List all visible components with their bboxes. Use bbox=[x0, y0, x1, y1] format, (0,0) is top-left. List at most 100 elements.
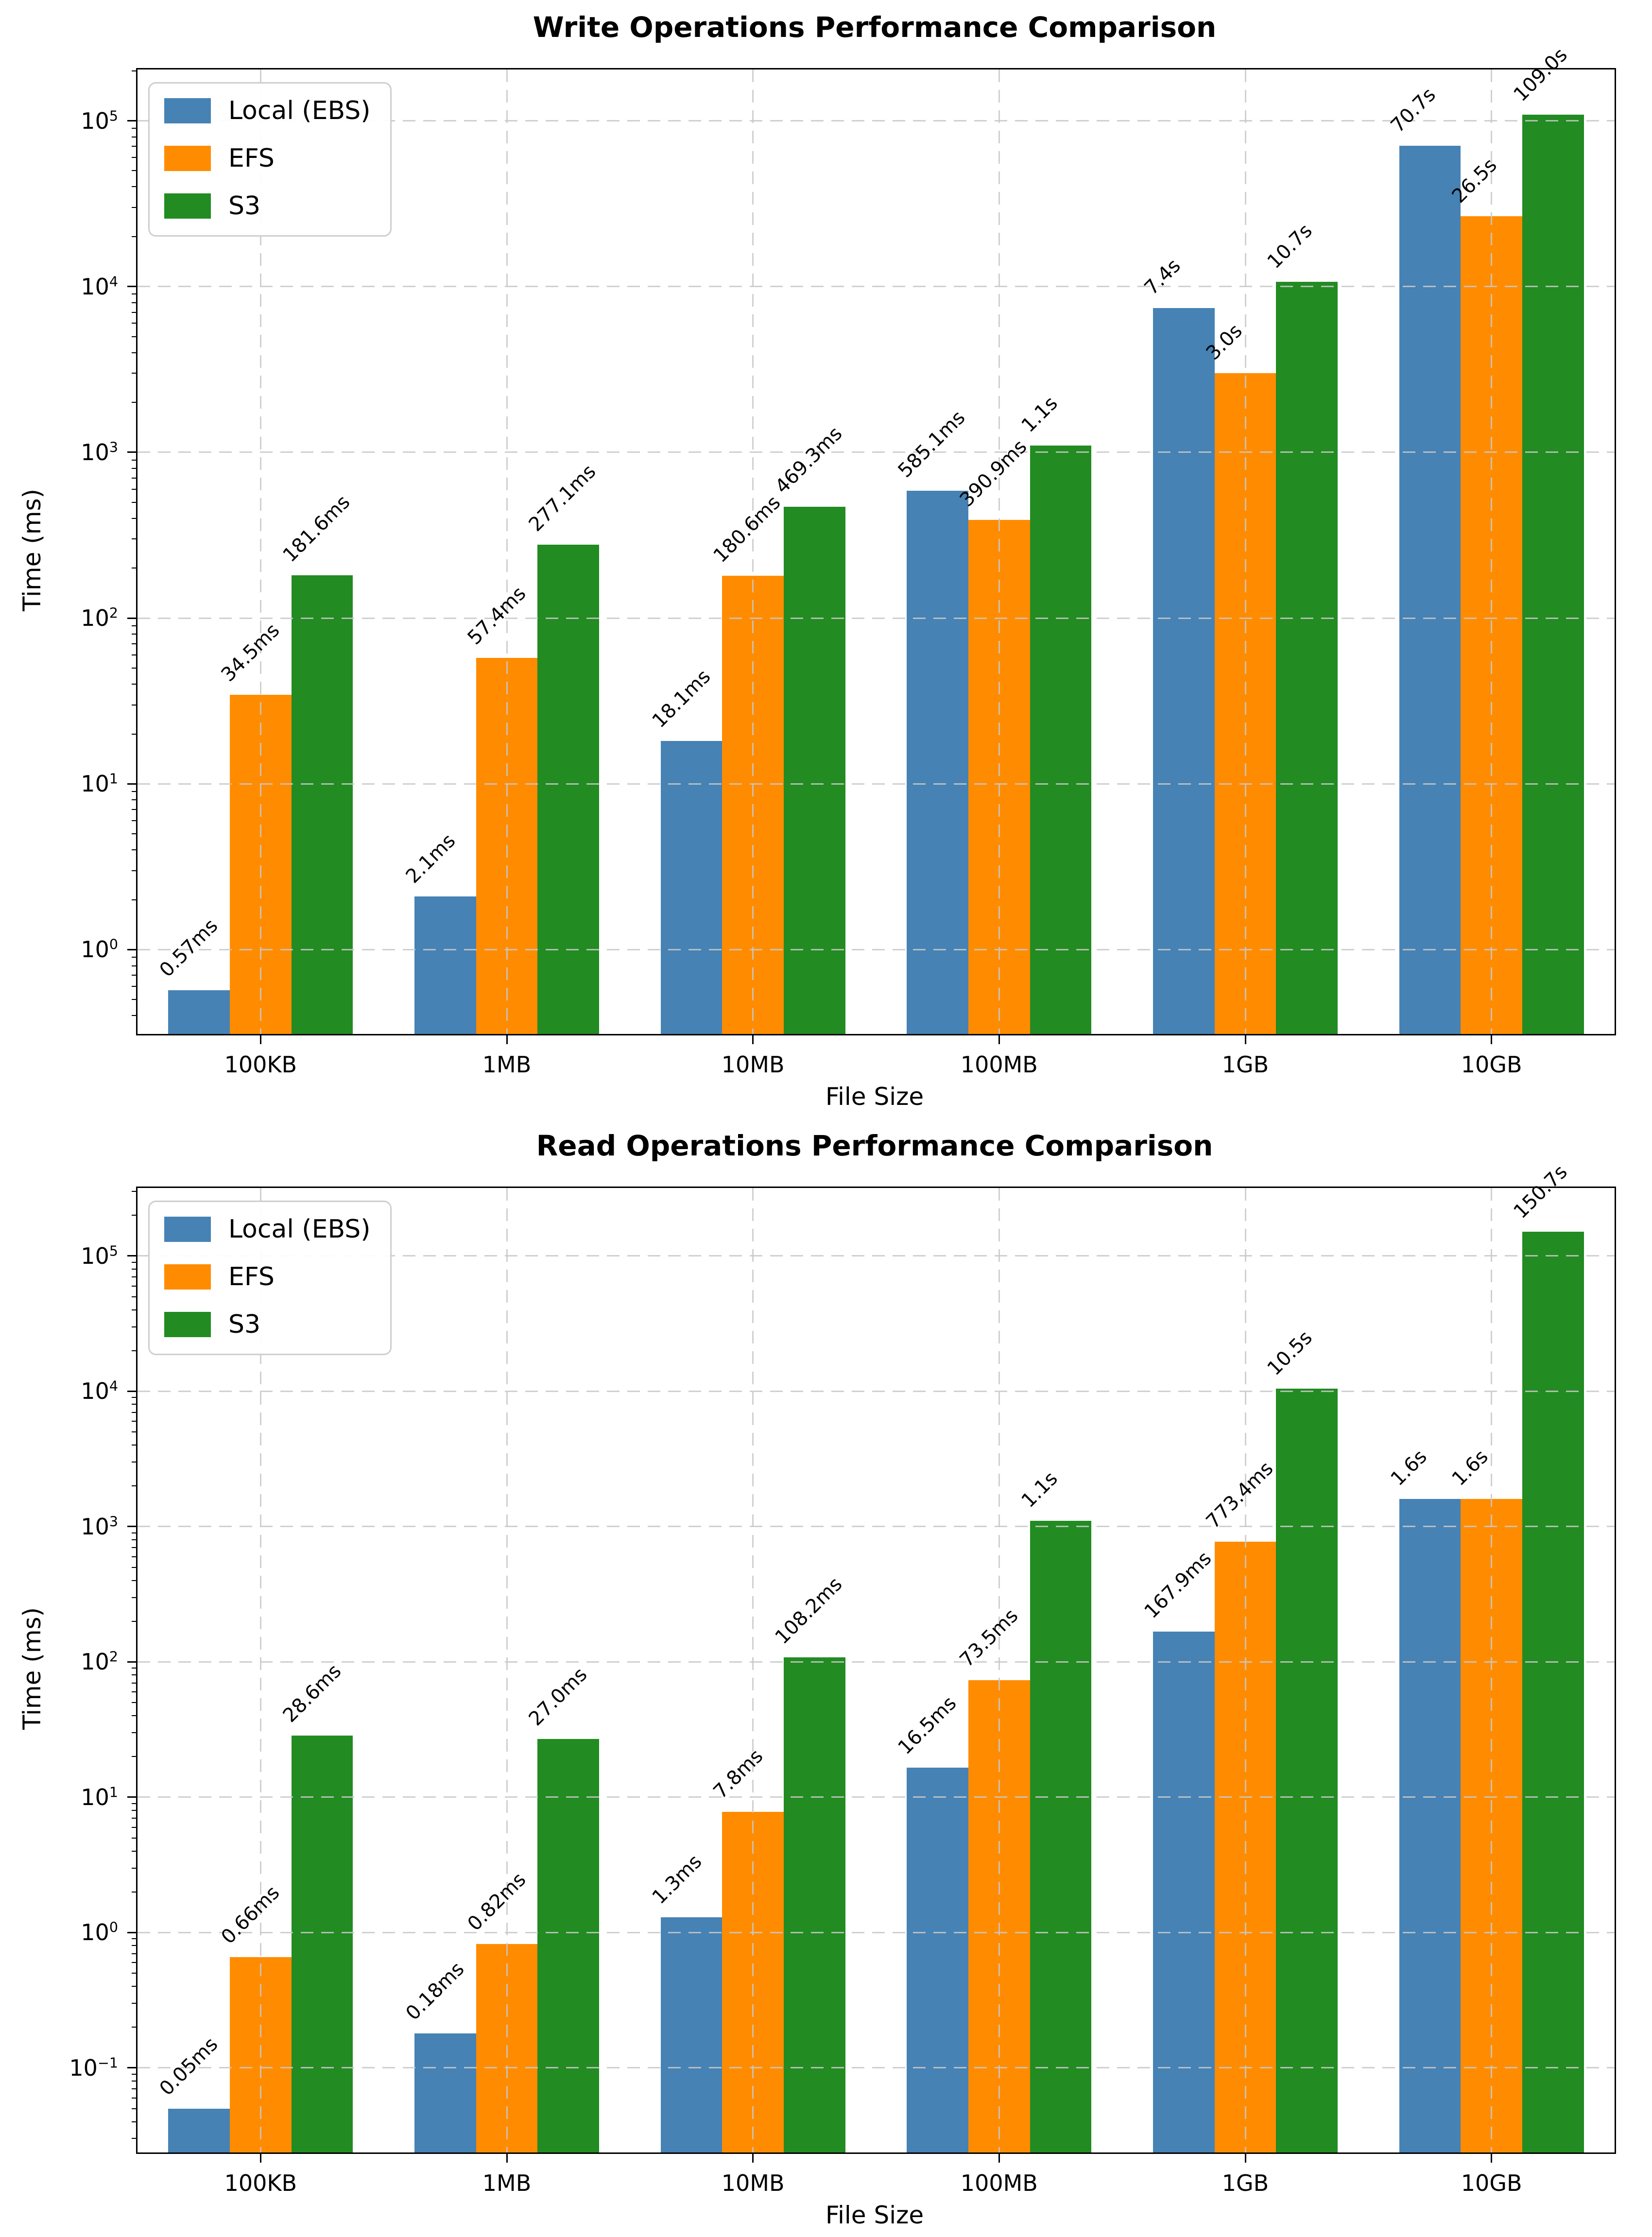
gridline-horizontal bbox=[138, 1931, 1615, 1933]
y-minor-tick bbox=[132, 323, 137, 324]
y-minor-tick bbox=[132, 2027, 137, 2028]
bar bbox=[537, 545, 599, 1034]
y-tick-label: 100 bbox=[81, 1919, 118, 1946]
legend-label: S3 bbox=[228, 191, 261, 221]
bar bbox=[784, 1657, 845, 2152]
x-tick bbox=[259, 1035, 261, 1044]
y-minor-tick bbox=[132, 1191, 137, 1192]
y-tick-label: 101 bbox=[81, 771, 118, 797]
bar-value-label: 0.57ms bbox=[155, 914, 223, 981]
y-tick-label: 105 bbox=[81, 1242, 118, 1269]
x-tick-label: 1GB bbox=[1222, 1051, 1269, 1078]
y-minor-tick bbox=[132, 2138, 137, 2139]
bar bbox=[291, 575, 353, 1034]
x-tick-label: 10GB bbox=[1461, 2170, 1522, 2196]
y-minor-tick bbox=[132, 1268, 137, 1270]
y-minor-tick bbox=[132, 1462, 137, 1463]
y-minor-tick bbox=[132, 625, 137, 626]
x-tick bbox=[1491, 1035, 1493, 1044]
legend-item: S3 bbox=[164, 1310, 371, 1339]
y-tick-label: 102 bbox=[81, 605, 118, 632]
bar-value-label: 1.1s bbox=[1017, 1467, 1062, 1513]
y-minor-tick bbox=[132, 1276, 137, 1278]
bar-value-label: 10.5s bbox=[1263, 1326, 1317, 1380]
y-minor-tick bbox=[132, 2088, 137, 2089]
bar bbox=[537, 1738, 599, 2152]
y-major-tick bbox=[127, 783, 136, 785]
x-tick-label: 1GB bbox=[1222, 2170, 1269, 2196]
x-tick-label: 10MB bbox=[721, 2170, 785, 2196]
gridline-horizontal bbox=[138, 783, 1615, 785]
y-minor-tick bbox=[132, 1867, 137, 1869]
y-minor-tick bbox=[132, 1953, 137, 1954]
y-minor-tick bbox=[132, 1850, 137, 1852]
y-minor-tick bbox=[132, 1580, 137, 1581]
y-tick-label: 103 bbox=[81, 1513, 118, 1540]
bar-value-label: 108.2ms bbox=[771, 1573, 847, 1649]
y-major-tick bbox=[127, 617, 136, 619]
legend-swatch bbox=[164, 1264, 211, 1290]
y-minor-tick bbox=[132, 643, 137, 644]
bar-value-label: 1.6s bbox=[1447, 1445, 1493, 1491]
bar-value-label: 2.1ms bbox=[401, 829, 460, 888]
y-minor-tick bbox=[132, 157, 137, 158]
read-operations-figure: Read Operations Performance Comparison T… bbox=[0, 1118, 1652, 2237]
y-minor-tick bbox=[132, 654, 137, 655]
x-tick bbox=[752, 2154, 754, 2163]
gridline-vertical bbox=[998, 69, 1000, 1034]
y-minor-tick bbox=[132, 809, 137, 810]
y-minor-tick bbox=[132, 899, 137, 900]
bar-value-label: 27.0ms bbox=[524, 1663, 592, 1730]
y-minor-tick bbox=[132, 1285, 137, 1287]
y-minor-tick bbox=[132, 849, 137, 851]
y-major-tick bbox=[127, 1255, 136, 1257]
x-tick-label: 10MB bbox=[721, 1051, 785, 1078]
y-minor-tick bbox=[132, 1938, 137, 1940]
y-minor-tick bbox=[132, 517, 137, 519]
x-tick bbox=[1244, 1035, 1246, 1044]
y-minor-tick bbox=[132, 1691, 137, 1693]
write-operations-figure: Write Operations Performance Comparison … bbox=[0, 0, 1652, 1118]
bar-value-label: 277.1ms bbox=[524, 460, 601, 536]
bar bbox=[660, 1917, 723, 2152]
x-tick-label: 100KB bbox=[224, 1051, 297, 1078]
bar-value-label: 7.4s bbox=[1140, 255, 1185, 300]
bar bbox=[414, 896, 476, 1034]
gridline-vertical bbox=[506, 1188, 508, 2152]
y-minor-tick bbox=[132, 2108, 137, 2109]
y-minor-tick bbox=[132, 1015, 137, 1016]
x-tick bbox=[506, 2154, 508, 2163]
bar bbox=[660, 741, 723, 1034]
bar bbox=[291, 1735, 353, 2152]
y-tick-label: 10−1 bbox=[69, 2054, 118, 2081]
gridline-vertical bbox=[752, 1188, 754, 2152]
gridline-horizontal bbox=[138, 1255, 1615, 1257]
y-minor-tick bbox=[132, 833, 137, 834]
bar-value-label: 73.5ms bbox=[955, 1604, 1023, 1671]
gridline-vertical bbox=[1491, 1188, 1493, 2152]
y-tick-label: 101 bbox=[81, 1784, 118, 1810]
bar bbox=[1153, 308, 1215, 1034]
gridline-horizontal bbox=[138, 948, 1615, 950]
bar-value-label: 167.9ms bbox=[1140, 1547, 1216, 1623]
bar bbox=[414, 2033, 476, 2152]
y-minor-tick bbox=[132, 146, 137, 147]
y-minor-tick bbox=[132, 683, 137, 685]
y-minor-tick bbox=[132, 733, 137, 735]
bar-value-label: 10.7s bbox=[1263, 219, 1317, 273]
y-minor-tick bbox=[132, 477, 137, 479]
bar bbox=[168, 2108, 230, 2152]
y-minor-tick bbox=[132, 965, 137, 966]
y-minor-tick bbox=[132, 402, 137, 403]
bar-value-label: 18.1ms bbox=[648, 665, 715, 733]
bar-value-label: 0.05ms bbox=[155, 2033, 223, 2100]
bar bbox=[1030, 1521, 1092, 2152]
y-major-tick bbox=[127, 1931, 136, 1933]
plot-area: 100KB 1MB 10MB 100MB 1GB 10GB 10−1 100 101 102 103… bbox=[69, 1161, 1616, 2195]
gridline-horizontal bbox=[138, 451, 1615, 453]
y-minor-tick bbox=[132, 1945, 137, 1946]
y-minor-tick bbox=[132, 1826, 137, 1828]
y-minor-tick bbox=[132, 1962, 137, 1963]
y-minor-tick bbox=[132, 1421, 137, 1422]
y-major-tick bbox=[127, 1526, 136, 1528]
